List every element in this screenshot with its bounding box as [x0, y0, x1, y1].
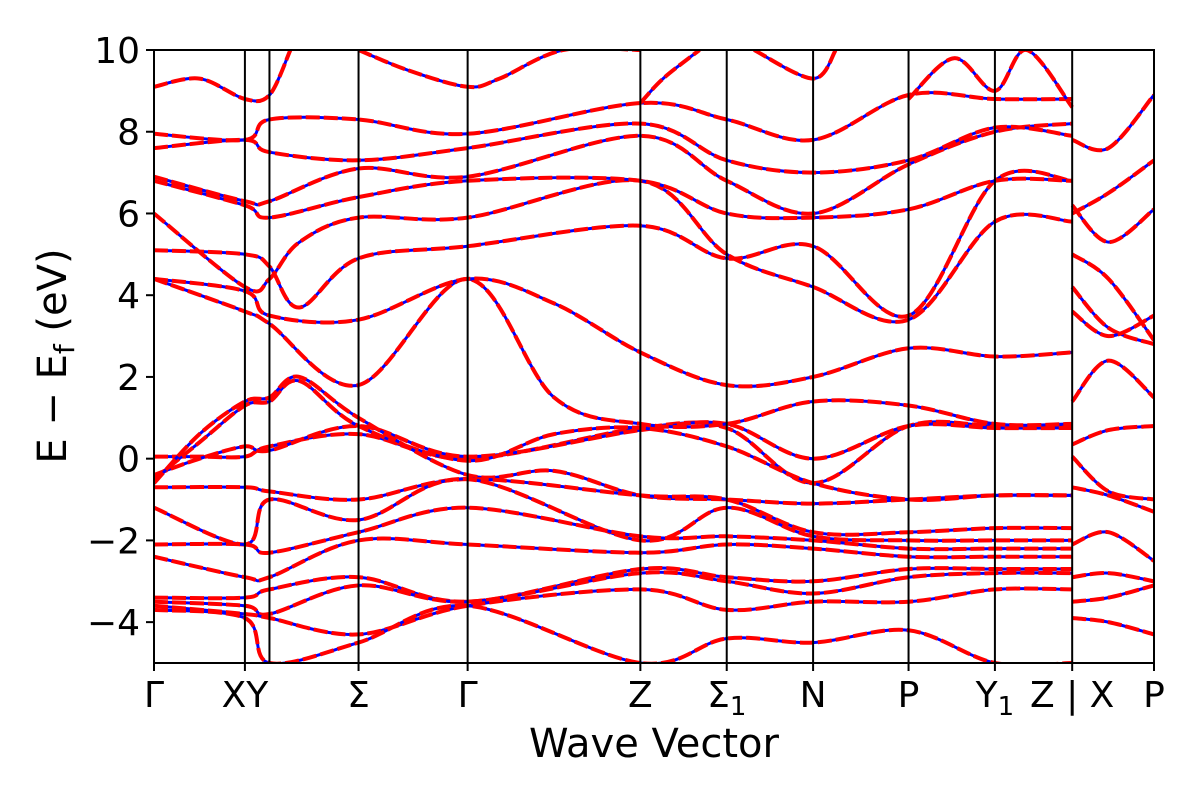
x-tick-label: Σ: [347, 675, 370, 716]
band-line-solid: [154, 277, 1073, 429]
band-line-dashed: [154, 276, 1073, 430]
x-tick-label: Z: [628, 675, 653, 716]
x-tick-label: Z | X: [1030, 675, 1114, 716]
band-line-dashed: [154, 477, 1073, 537]
y-tick-label: −2: [87, 521, 140, 562]
y-tick-label: 4: [117, 276, 140, 317]
x-tick-label: Γ: [144, 675, 164, 716]
band-line-dashed: [753, 50, 838, 81]
x-tick-label: Σ1: [707, 675, 746, 722]
band-line-dashed: [1071, 583, 1154, 604]
x-axis-label: Wave Vector: [529, 721, 780, 767]
y-tick-label: 2: [117, 358, 140, 399]
band-line-solid: [154, 277, 1073, 388]
band-line-solid: [1071, 94, 1154, 152]
plot-frame: [153, 49, 1155, 664]
band-line-dashed: [154, 121, 1073, 175]
band-line-dashed: [1071, 485, 1154, 514]
y-axis-label-main: E − E: [30, 354, 76, 464]
band-line-dashed: [357, 50, 641, 90]
band-line-dashed: [154, 374, 1073, 506]
band-line-solid: [154, 121, 1073, 175]
y-axis-ticks: −4 −2 0 2 4 6 8 10: [87, 31, 154, 644]
band-line-solid: [1071, 253, 1154, 342]
y-axis-label: E − Ef (eV): [30, 248, 81, 463]
band-line-dashed: [1071, 93, 1154, 153]
band-line-dashed: [1070, 285, 1154, 347]
y-tick-label: 0: [117, 440, 140, 481]
band-line-dashed: [154, 420, 1073, 477]
band-line-dashed: [154, 536, 1073, 583]
kpoint-dividers: [243, 50, 1074, 663]
x-tick-label: P: [1143, 675, 1165, 716]
band-line-dashed: [154, 175, 1073, 221]
band-line-dashed: [1070, 455, 1154, 502]
band-line-dashed: [638, 50, 701, 105]
x-tick-label: XY: [222, 675, 270, 716]
y-axis-label-subscript: f: [48, 343, 81, 354]
band-line-dashed: [154, 570, 1073, 617]
band-line-dashed: [1071, 616, 1154, 637]
band-line-solid: [1071, 530, 1154, 563]
band-line-dashed: [1070, 358, 1154, 403]
band-line-solid: [154, 420, 1073, 477]
y-tick-label: 8: [117, 113, 140, 154]
y-tick-label: 10: [94, 31, 140, 72]
y-tick-label: −4: [87, 603, 140, 644]
y-axis-label-unit: (eV): [30, 248, 76, 344]
band-line-dashed: [1071, 424, 1154, 447]
x-axis-ticks: Γ XY Σ Γ Z Σ1 N P Y1 Z | X P: [144, 663, 1165, 722]
band-line-solid: [154, 587, 1073, 637]
band-line-dashed: [1071, 158, 1154, 216]
bands-layer: [154, 50, 1154, 663]
band-line-dashed: [1070, 203, 1154, 245]
band-line-dashed: [1070, 309, 1154, 339]
x-tick-label: Γ: [458, 675, 478, 716]
x-tick-label: N: [800, 675, 827, 716]
band-line-dashed: [154, 90, 1073, 143]
y-tick-label: 6: [117, 194, 140, 235]
band-line-dashed: [154, 419, 1073, 486]
x-tick-label: Y1: [975, 675, 1015, 722]
band-line-dashed: [1071, 252, 1154, 342]
band-line-dashed: [1071, 529, 1154, 563]
band-line-dashed: [154, 168, 1073, 319]
band-line-dashed: [154, 603, 1073, 663]
band-line-dashed: [154, 121, 1073, 216]
band-line-dashed: [154, 477, 1073, 547]
band-line-dashed: [154, 566, 1073, 604]
band-line-dashed: [154, 586, 1073, 637]
x-tick-label: P: [898, 675, 920, 716]
band-line-dashed: [1071, 571, 1154, 584]
band-line-dashed: [154, 276, 1073, 389]
band-line-dashed: [154, 505, 1073, 555]
